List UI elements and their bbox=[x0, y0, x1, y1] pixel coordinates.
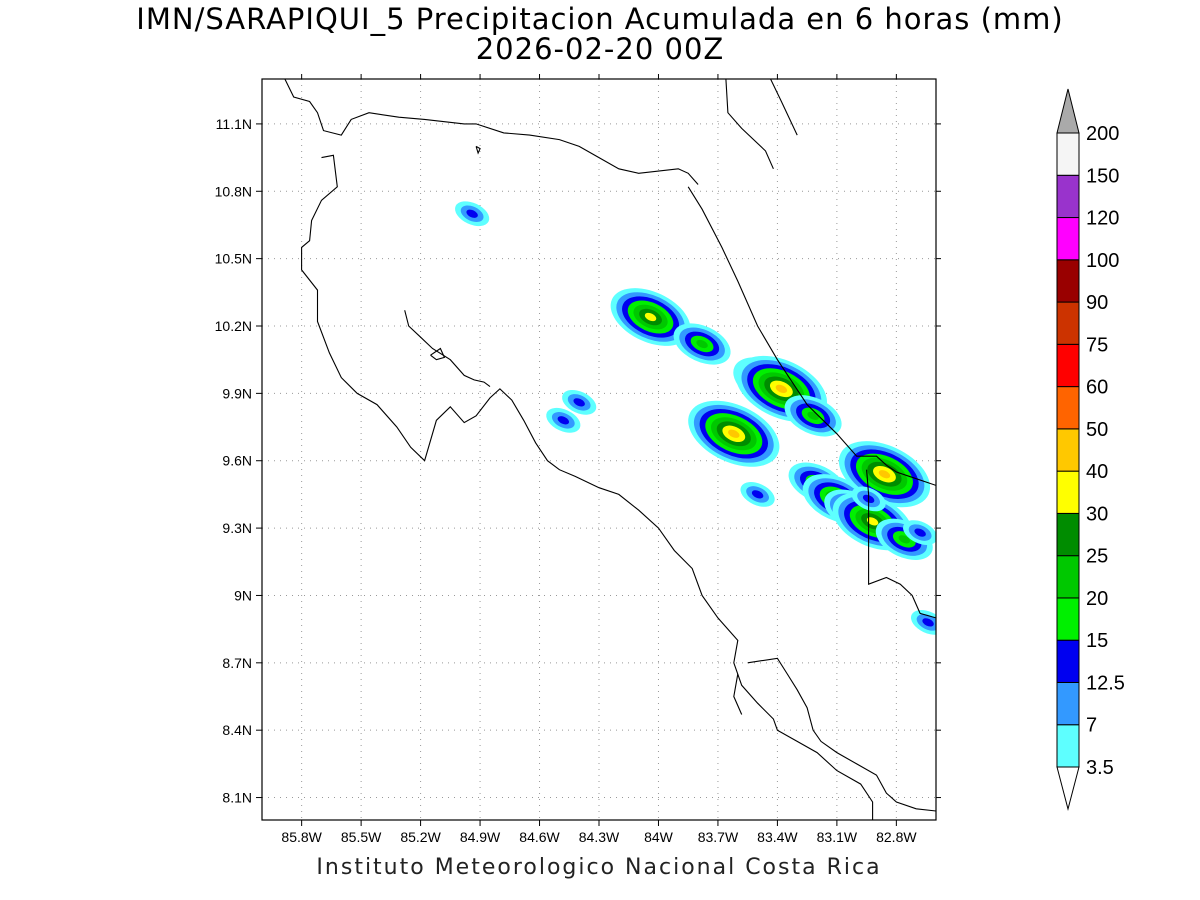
lon-tick-label: 85.5W bbox=[341, 829, 382, 845]
colorbar-segment bbox=[1056, 597, 1080, 641]
precip-contour bbox=[751, 490, 764, 499]
colorbar-segment bbox=[1056, 724, 1080, 768]
precip-cell bbox=[910, 610, 936, 635]
coastline bbox=[725, 79, 774, 170]
colorbar-level-label: 90 bbox=[1086, 292, 1108, 314]
colorbar-level-label: 25 bbox=[1086, 546, 1108, 568]
coastline bbox=[404, 310, 491, 388]
colorbar-level-label: 60 bbox=[1086, 377, 1108, 399]
coastline bbox=[769, 79, 798, 136]
precip-contour bbox=[866, 517, 879, 526]
colorbar-segment bbox=[1056, 301, 1080, 345]
lon-tick-label: 84.9W bbox=[460, 829, 501, 845]
coastline bbox=[866, 469, 936, 619]
colorbar-segment bbox=[1056, 386, 1080, 430]
lon-tick-label: 82.8W bbox=[876, 829, 917, 845]
precip-cell bbox=[740, 482, 775, 507]
precip-contour bbox=[728, 429, 740, 438]
coastline bbox=[687, 186, 936, 486]
lon-tick-label: 83.1W bbox=[817, 829, 858, 845]
lat-tick-label: 10.8N bbox=[215, 183, 252, 199]
axis-ticks: 85.8W 85.5W 85.2W 84.9W 84.6W 84.3W 84W 83.7W 83… bbox=[215, 74, 941, 845]
precip-contour bbox=[696, 339, 708, 349]
precip-contour bbox=[557, 416, 570, 425]
lat-tick-label: 10.5N bbox=[215, 251, 252, 267]
lon-tick-label: 84.3W bbox=[579, 829, 620, 845]
lon-tick-label: 85.8W bbox=[281, 829, 322, 845]
lon-tick-label: 83.7W bbox=[698, 829, 739, 845]
colorbar-level-label: 100 bbox=[1086, 250, 1119, 272]
precip-cell bbox=[455, 201, 490, 227]
institution-footer: Instituto Meteorologico Nacional Costa R… bbox=[316, 855, 882, 880]
colorbar-level-label: 150 bbox=[1086, 165, 1119, 187]
lon-tick-label: 84W bbox=[644, 829, 674, 845]
colorbar-segment bbox=[1056, 639, 1080, 683]
colorbar-level-label: 20 bbox=[1086, 588, 1108, 610]
colorbar-segment bbox=[1056, 428, 1080, 472]
colorbar-level-label: 3.5 bbox=[1086, 757, 1114, 779]
coastlines-borders bbox=[284, 79, 936, 820]
precip-cell bbox=[610, 288, 691, 346]
colorbar-min-triangle bbox=[1056, 766, 1080, 811]
colorbar-segment bbox=[1056, 174, 1080, 219]
colorbar-max-triangle bbox=[1056, 88, 1080, 134]
colorbar-segment bbox=[1056, 681, 1080, 726]
precip-contour bbox=[644, 312, 657, 322]
lat-tick-label: 8.7N bbox=[222, 655, 252, 671]
colorbar-level-label: 200 bbox=[1086, 123, 1119, 145]
lat-tick-label: 8.1N bbox=[222, 790, 252, 806]
chart-subtitle-date: 2026-02-20 00Z bbox=[475, 32, 725, 66]
precip-contour bbox=[898, 535, 910, 544]
precip-contour bbox=[922, 618, 934, 627]
chart-title: IMN/SARAPIQUI_5 Precipitacion Acumulada … bbox=[136, 2, 1064, 36]
colorbar-level-label: 75 bbox=[1086, 334, 1108, 356]
colorbar-legend: 3.5 7 12.5 15 20 25 30 40 50 60 75 90 100 120 150 200 bbox=[1056, 88, 1125, 811]
lat-tick-label: 11.1N bbox=[216, 116, 252, 132]
precip-cell bbox=[546, 407, 581, 433]
lat-tick-label: 9.3N bbox=[222, 520, 252, 536]
lat-tick-label: 10.2N bbox=[215, 318, 252, 334]
precip-cell bbox=[903, 520, 936, 545]
precip-cell bbox=[562, 389, 597, 415]
precip-cell bbox=[784, 395, 842, 437]
precipitation-field bbox=[455, 201, 936, 635]
map-gridlines bbox=[262, 79, 936, 820]
colorbar-segment bbox=[1056, 470, 1080, 514]
precip-cell bbox=[688, 400, 780, 467]
lon-tick-label: 85.2W bbox=[400, 829, 441, 845]
lon-tick-label: 83.4W bbox=[757, 829, 798, 845]
colorbar-segment bbox=[1056, 132, 1080, 176]
colorbar-segment bbox=[1056, 555, 1080, 599]
lat-tick-label: 8.4N bbox=[222, 722, 252, 738]
colorbar-level-label: 7 bbox=[1086, 715, 1097, 737]
coastline bbox=[733, 673, 743, 715]
colorbar-level-label: 30 bbox=[1086, 503, 1108, 525]
precip-contour bbox=[466, 209, 478, 218]
colorbar-segment bbox=[1056, 259, 1080, 303]
colorbar-segment bbox=[1056, 217, 1080, 261]
coastline bbox=[284, 79, 699, 185]
precip-cell bbox=[673, 323, 731, 365]
precip-contour bbox=[573, 398, 585, 407]
colorbar-segment bbox=[1056, 343, 1080, 388]
lat-tick-label: 9.9N bbox=[222, 385, 252, 401]
precip-contour bbox=[878, 470, 891, 479]
colorbar-level-label: 50 bbox=[1086, 419, 1108, 441]
precip-contour bbox=[914, 528, 926, 537]
coastline bbox=[747, 657, 936, 812]
colorbar-level-label: 12.5 bbox=[1086, 672, 1125, 694]
coastline bbox=[430, 347, 446, 361]
colorbar-level-label: 15 bbox=[1086, 630, 1108, 652]
lat-tick-label: 9.6N bbox=[222, 453, 252, 469]
coastline bbox=[301, 154, 874, 820]
colorbar-level-label: 40 bbox=[1086, 461, 1108, 483]
colorbar-level-label: 120 bbox=[1086, 208, 1119, 230]
colorbar-segment bbox=[1056, 512, 1080, 557]
plot-frame bbox=[261, 78, 937, 821]
lon-tick-label: 84.6W bbox=[519, 829, 560, 845]
coastline bbox=[475, 145, 481, 155]
precip-contour bbox=[775, 384, 788, 393]
lat-tick-label: 9N bbox=[234, 587, 252, 603]
